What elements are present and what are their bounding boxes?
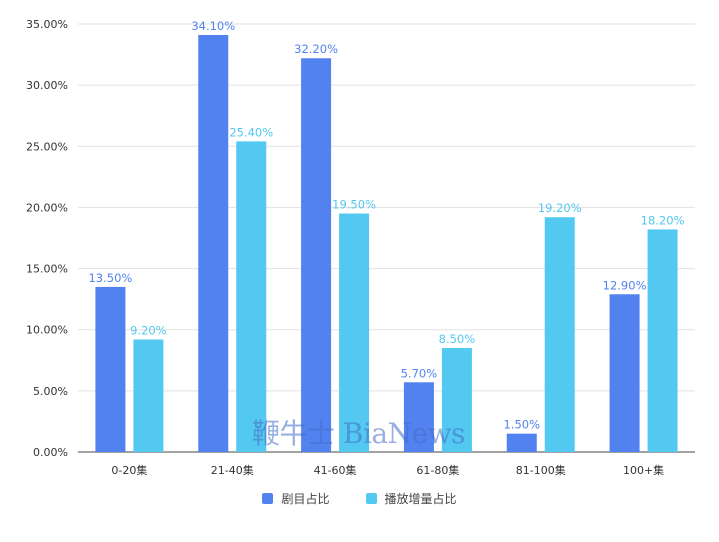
x-tick-label: 100+集	[623, 463, 664, 477]
bar-series-2[interactable]	[236, 141, 267, 452]
data-label-series-1: 13.50%	[88, 271, 132, 285]
y-tick-label: 10.00%	[26, 324, 68, 337]
data-label-series-1: 5.70%	[401, 366, 438, 380]
bar-series-1[interactable]	[506, 433, 537, 452]
y-tick-label: 35.00%	[26, 18, 68, 31]
legend: 剧目占比 播放增量占比	[0, 490, 719, 507]
bar-chart: 0.00% 5.00% 10.00% 15.00% 20.00% 25.00% 30.00%…	[26, 18, 695, 477]
x-tick-label: 61-80集	[416, 463, 459, 477]
data-label-series-1: 34.10%	[191, 19, 235, 33]
y-tick-label: 25.00%	[26, 140, 68, 153]
y-tick-label: 15.00%	[26, 263, 68, 276]
data-label-series-2: 19.20%	[538, 201, 582, 215]
data-label-series-1: 1.50%	[503, 418, 540, 432]
data-label-series-2: 19.50%	[332, 198, 376, 212]
legend-swatch-series-2	[365, 493, 377, 504]
legend-item-series-2[interactable]: 播放增量占比	[365, 490, 457, 507]
y-tick-label: 5.00%	[33, 385, 68, 398]
x-tick-label: 41-60集	[314, 463, 357, 477]
data-label-series-2: 18.20%	[641, 213, 685, 227]
bar-series-1[interactable]	[198, 35, 229, 453]
y-tick-label: 30.00%	[26, 79, 68, 92]
bar-series-2[interactable]	[133, 339, 164, 452]
legend-label-series-1: 剧目占比	[281, 492, 330, 506]
y-tick-label: 0.00%	[33, 446, 68, 459]
bar-series-1[interactable]	[301, 58, 332, 453]
data-label-series-2: 8.50%	[439, 332, 476, 346]
data-label-series-1: 12.90%	[603, 278, 647, 292]
bar-series-2[interactable]	[647, 229, 678, 452]
data-label-series-1: 32.20%	[294, 42, 338, 56]
data-label-series-2: 9.20%	[130, 323, 167, 337]
x-tick-label: 0-20集	[111, 463, 147, 477]
x-tick-label: 81-100集	[516, 463, 566, 477]
bar-series-2[interactable]	[441, 348, 472, 452]
legend-label-series-2: 播放增量占比	[384, 492, 457, 506]
bar-series-2[interactable]	[544, 217, 575, 452]
bar-series-1[interactable]	[609, 294, 640, 452]
data-label-series-2: 25.40%	[229, 125, 273, 139]
bar-series-2[interactable]	[339, 213, 370, 452]
legend-item-series-1[interactable]: 剧目占比	[262, 490, 330, 507]
bar-series-1[interactable]	[95, 286, 126, 452]
legend-swatch-series-1	[262, 493, 274, 504]
bar-series-1[interactable]	[403, 382, 434, 452]
watermark: 鞭牛士 BiaNews	[252, 417, 466, 450]
y-tick-label: 20.00%	[26, 201, 68, 214]
x-tick-label: 21-40集	[211, 463, 254, 477]
